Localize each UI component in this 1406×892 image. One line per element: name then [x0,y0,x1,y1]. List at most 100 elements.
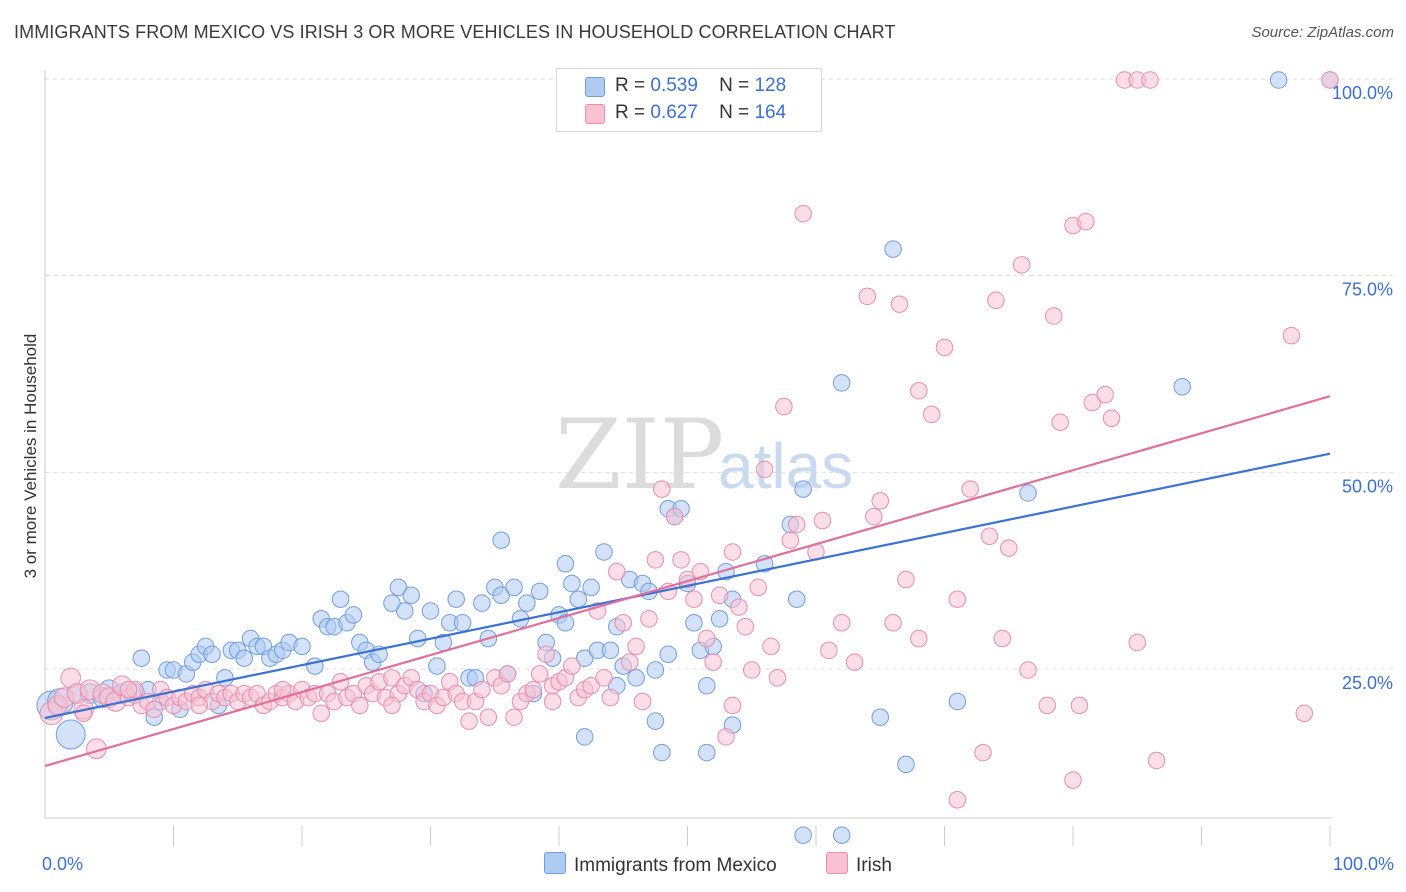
mexico-point-82 [601,641,620,660]
mexico-point-59 [473,594,491,612]
irish-point-151 [1102,409,1121,428]
irish-point-160 [74,704,93,723]
irish-point-121 [845,653,864,671]
mexico-point-118 [1019,484,1037,502]
mexico-point-112 [787,590,806,608]
legend-swatch-mexico [585,77,605,97]
irish-point-156 [1141,71,1159,89]
irish-point-109 [743,661,761,679]
watermark-zip: ZIP [555,399,724,511]
irish-point-141 [1019,661,1037,679]
irish-point-106 [723,543,742,561]
y-tick-label-100: 100.0% [1332,83,1393,103]
irish-point-90 [620,653,639,671]
irish-point-132 [948,590,967,608]
legend-r-label: R = [615,102,646,123]
mexico-point-25 [235,649,253,667]
irish-point-147 [1070,696,1089,715]
mexico-point-109 [794,480,812,498]
irish-point-158 [1282,326,1301,345]
mexico-point-22 [216,669,234,687]
mexico-point-100 [698,743,716,762]
mexico-point-111 [832,826,851,844]
irish-point-110 [749,578,767,597]
irish-point-42 [312,704,331,723]
irish-point-117 [794,204,812,223]
gridlines [45,78,1395,670]
bottom-legend-irish: Irish [826,852,892,877]
mexico-point-87 [627,669,645,687]
irish-point-139 [1000,539,1018,557]
mexico-point-81 [595,543,613,561]
x-tick-label-max: 100.0% [1333,854,1394,874]
irish-point-112 [762,637,780,656]
irish-point-95 [653,480,671,498]
mexico-point-119 [1173,378,1191,396]
y-axis-label: 3 or more Vehicles in Household [21,334,40,579]
mexico-point-53 [428,657,446,675]
mexico-point-90 [646,661,665,679]
mexico-point-51 [421,602,440,620]
legend-r-value-irish: 0.627 [650,102,698,123]
watermark: ZIP atlas [555,399,853,511]
legend-n-value-irish: 164 [754,102,787,123]
irish-point-104 [710,586,729,605]
irish-point-137 [987,291,1005,310]
irish-point-161 [119,680,138,699]
mexico-point-110 [794,826,812,844]
irish-point-152 [1128,633,1146,652]
mexico-point-33 [293,637,311,656]
legend-label-mexico: Immigrants from Mexico [574,855,777,876]
irish-point-113 [768,669,787,687]
x-tick-label-min: 0.0% [42,854,83,874]
mexico-point-20 [203,645,221,664]
irish-point-119 [820,641,838,660]
mexico-point-78 [575,728,594,746]
mexico-point-65 [492,531,510,549]
irish-point-120 [832,614,851,632]
irish-point-53 [383,669,401,687]
irish-point-107 [730,598,748,616]
mexico-point-101 [698,676,716,695]
irish-point-65 [460,712,478,730]
irish-point-123 [865,507,883,526]
mexico-point-48 [402,586,420,605]
mexico-point-49 [408,629,427,648]
mexico-point-64 [505,578,523,597]
legend-n-value-mexico: 128 [754,75,787,96]
mexico-point-67 [518,594,536,612]
irish-point-133 [948,791,967,809]
mexico-point-40 [344,606,363,624]
legend-swatch-mexico [544,852,566,874]
irish-point-145 [1064,771,1082,789]
legend-label-irish: Irish [856,855,892,876]
irish-point-144 [1051,413,1069,431]
irish-point-135 [974,743,992,762]
mexico-point-74 [556,555,575,573]
irish-point-162 [190,696,208,715]
mexico-point-56 [453,614,472,632]
mexico-point-91 [646,712,665,730]
mexico-point-45 [383,594,401,612]
irish-point-111 [755,460,774,479]
irish-point-130 [922,405,941,424]
irish-point-167 [813,511,832,530]
irish-point-164 [383,696,401,715]
stats-legend: R = 0.539 N = 128 R = 0.627 N = 164 [556,68,822,132]
irish-point-81 [563,657,581,675]
irish-point-165 [543,692,562,711]
irish-point-129 [910,629,928,648]
bottom-legend-mexico: Immigrants from Mexico [544,852,777,877]
mexico-point-55 [447,590,465,608]
legend-n-label: N = [719,102,750,123]
irish-point-114 [775,397,793,416]
irish-point-149 [1083,393,1102,412]
irish-point-105 [717,728,735,746]
mexico-point-103 [710,610,729,628]
irish-point-86 [595,669,613,687]
irish-point-97 [665,507,684,526]
irish-point-102 [698,629,716,648]
irish-point-143 [1044,307,1063,325]
y-tick-label-25: 25.0% [1342,673,1393,693]
